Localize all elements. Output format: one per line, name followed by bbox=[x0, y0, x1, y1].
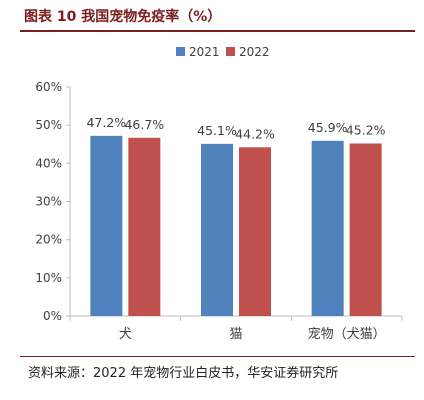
bar-2022 bbox=[239, 147, 271, 316]
y-tick-label: 30% bbox=[35, 195, 62, 209]
data-label: 45.9% bbox=[308, 120, 348, 135]
source-note: 资料来源：2022 年宠物行业白皮书，华安证券研究所 bbox=[28, 366, 339, 381]
legend-label: 2021 bbox=[189, 45, 220, 59]
y-tick-label: 50% bbox=[35, 118, 62, 132]
bar-2021 bbox=[90, 135, 123, 316]
x-category-label: 犬 bbox=[119, 327, 132, 342]
title-divider bbox=[20, 30, 415, 32]
legend-swatch-2021 bbox=[176, 47, 185, 56]
y-tick-label: 40% bbox=[35, 156, 62, 170]
legend-label: 2022 bbox=[239, 45, 270, 59]
bar-2021 bbox=[201, 143, 233, 316]
x-category-label: 猫 bbox=[229, 327, 242, 342]
data-label: 45.1% bbox=[197, 123, 237, 138]
y-tick-label: 0% bbox=[43, 309, 62, 323]
bar-2022 bbox=[349, 143, 382, 316]
data-label: 44.2% bbox=[235, 126, 275, 141]
bar-2021 bbox=[311, 140, 344, 316]
data-label: 45.2% bbox=[346, 122, 386, 137]
y-tick-label: 60% bbox=[35, 80, 62, 94]
data-label: 47.2% bbox=[86, 115, 126, 130]
bar-chart: 0% 10% 20% 30% 40% 50% 60% 犬 47.2%46.7% 猫 45.1%44.… bbox=[35, 45, 403, 342]
y-tick-label: 20% bbox=[35, 233, 62, 247]
legend-swatch-2022 bbox=[226, 47, 235, 56]
data-label: 46.7% bbox=[124, 117, 164, 132]
x-category-label: 宠物（犬猫） bbox=[308, 326, 386, 342]
y-tick-label: 10% bbox=[35, 271, 62, 285]
bar-2022 bbox=[128, 137, 161, 316]
page-title: 图表 10 我国宠物免疫率（%） bbox=[24, 9, 222, 25]
footer-divider bbox=[20, 356, 415, 357]
